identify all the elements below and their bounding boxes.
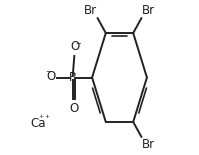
Text: O: O xyxy=(46,70,55,83)
Text: Br: Br xyxy=(142,4,155,17)
Text: Br: Br xyxy=(84,4,97,17)
Text: O: O xyxy=(69,102,79,115)
Text: $^{-}$: $^{-}$ xyxy=(75,41,82,51)
Text: P: P xyxy=(69,71,76,84)
Text: Ca: Ca xyxy=(30,117,46,130)
Text: O: O xyxy=(70,40,79,53)
Text: $^{-}$: $^{-}$ xyxy=(45,69,53,79)
Text: Br: Br xyxy=(142,138,155,151)
Text: $^{++}$: $^{++}$ xyxy=(38,114,51,123)
